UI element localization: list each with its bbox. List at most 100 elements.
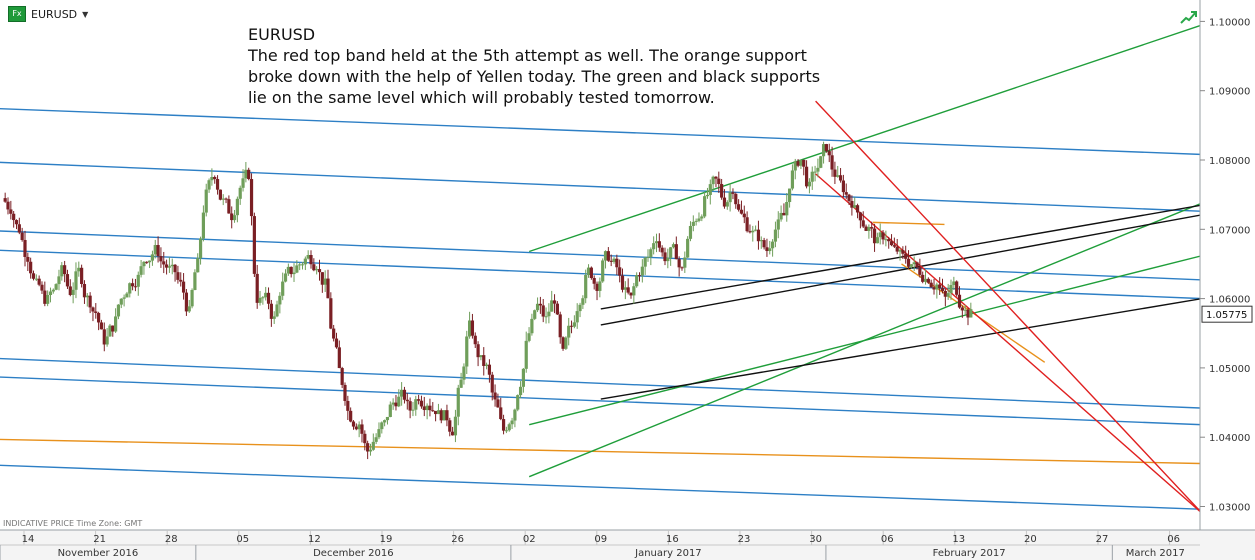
candle [847, 193, 851, 206]
candle [258, 290, 262, 306]
analysis-comment: EURUSD The red top band held at the 5th … [248, 24, 848, 108]
candle [799, 159, 803, 170]
black-trendline[interactable] [600, 214, 1202, 326]
candle [272, 311, 276, 324]
candle [125, 291, 129, 298]
candle [564, 336, 568, 350]
candle [462, 363, 466, 385]
price-source-note: INDICATIVE PRICE Time Zone: GMT [3, 519, 143, 528]
candle [136, 271, 140, 296]
candle [674, 236, 678, 260]
candle [224, 197, 228, 204]
candle [572, 315, 576, 329]
candle [793, 158, 797, 180]
candle [215, 175, 220, 195]
candle [162, 251, 166, 274]
candle [926, 277, 930, 284]
blue-trendline[interactable] [0, 460, 1202, 510]
candle [320, 272, 324, 293]
candle [963, 304, 967, 316]
candle [513, 408, 517, 428]
candle [895, 238, 899, 255]
candle [782, 203, 786, 216]
chevron-down-icon[interactable]: ▼ [82, 9, 89, 19]
candle [439, 408, 443, 424]
candle [99, 319, 104, 330]
candle [717, 171, 721, 193]
candle [555, 301, 559, 315]
x-tick-label: 14 [22, 534, 35, 545]
candle [368, 443, 373, 456]
candle [561, 336, 565, 351]
candle [875, 232, 879, 244]
x-tick-label: 13 [952, 534, 965, 545]
candle [547, 303, 551, 324]
candle [210, 168, 214, 186]
candle [6, 197, 10, 215]
candle [147, 260, 152, 269]
candle [870, 221, 874, 238]
x-tick-label: 12 [308, 534, 321, 545]
symbol-header[interactable]: Fx EURUSD ▼ [8, 6, 88, 22]
candle [261, 295, 265, 305]
candle [340, 366, 344, 389]
candle [802, 159, 806, 176]
orange-trendline[interactable] [0, 435, 1202, 465]
candle [108, 323, 112, 337]
blue-trendline[interactable] [0, 353, 1202, 409]
candle [283, 269, 288, 283]
x-tick-label: 16 [666, 534, 679, 545]
candle [193, 269, 197, 291]
candle [207, 178, 211, 193]
candle [63, 260, 67, 283]
candle [14, 219, 19, 230]
candle [912, 256, 916, 272]
candle [40, 281, 44, 294]
candle [813, 165, 817, 182]
green-trendline[interactable] [528, 24, 1202, 253]
candle [720, 178, 724, 200]
candle [484, 362, 489, 370]
candle [940, 278, 945, 294]
orange-trendline[interactable] [872, 221, 945, 226]
candle [80, 264, 84, 288]
candle [657, 233, 661, 252]
candle [861, 211, 865, 229]
candle [453, 409, 458, 443]
blue-trendline[interactable] [0, 245, 1202, 300]
candle [394, 394, 398, 411]
blue-trendline[interactable] [0, 103, 1202, 156]
candle [819, 155, 823, 169]
candle [383, 419, 387, 427]
black-trendline[interactable] [600, 298, 1202, 400]
blue-trendline[interactable] [0, 371, 1202, 426]
x-tick-label: 23 [738, 534, 751, 545]
blue-trendline[interactable] [0, 225, 1202, 281]
candle [57, 269, 61, 291]
candle [816, 158, 820, 178]
candle [428, 398, 432, 417]
candle [728, 183, 732, 212]
candle [629, 292, 633, 299]
red-trendline[interactable] [815, 100, 1203, 513]
blue-trendline[interactable] [0, 157, 1202, 212]
candle [102, 322, 106, 352]
candle [867, 224, 871, 239]
green-trendline[interactable] [529, 255, 1202, 426]
candle [830, 146, 834, 177]
candle [680, 266, 684, 271]
candle [65, 269, 70, 289]
candle [821, 141, 826, 164]
x-tick-label: 28 [165, 534, 178, 545]
candle [37, 275, 41, 287]
x-tick-label: 05 [236, 534, 249, 545]
candle [694, 218, 698, 226]
black-trendline[interactable] [600, 204, 1202, 310]
candle [578, 302, 582, 318]
candle [411, 401, 415, 417]
candle [111, 325, 115, 337]
candle [289, 266, 293, 278]
trend-up-icon[interactable] [1180, 10, 1198, 24]
candle [408, 397, 412, 419]
